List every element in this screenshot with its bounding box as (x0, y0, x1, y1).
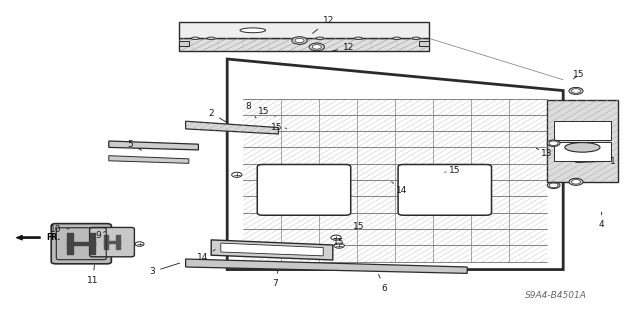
Polygon shape (179, 38, 429, 51)
Polygon shape (554, 142, 611, 161)
FancyBboxPatch shape (257, 165, 351, 215)
Text: 12: 12 (312, 16, 334, 33)
Circle shape (331, 235, 341, 240)
Ellipse shape (564, 143, 600, 152)
Text: 5: 5 (127, 140, 141, 150)
Ellipse shape (191, 37, 199, 40)
Circle shape (572, 89, 580, 93)
Circle shape (232, 172, 242, 177)
Text: 11: 11 (87, 265, 99, 285)
Polygon shape (179, 22, 429, 38)
Ellipse shape (355, 37, 362, 40)
Circle shape (549, 183, 558, 188)
Text: 6: 6 (379, 274, 387, 293)
Polygon shape (179, 41, 189, 46)
Polygon shape (547, 100, 618, 182)
Polygon shape (554, 121, 611, 140)
Ellipse shape (207, 37, 215, 40)
Circle shape (292, 37, 307, 44)
Polygon shape (419, 41, 429, 46)
Circle shape (334, 243, 344, 248)
Polygon shape (109, 156, 189, 163)
Polygon shape (221, 243, 323, 256)
Text: 8: 8 (246, 102, 256, 118)
Text: 15: 15 (333, 238, 345, 247)
Circle shape (572, 180, 580, 184)
Circle shape (295, 38, 304, 43)
Polygon shape (109, 141, 198, 150)
Circle shape (547, 182, 560, 189)
Text: 13: 13 (536, 148, 553, 158)
Text: 12: 12 (332, 43, 355, 52)
Text: 14: 14 (392, 182, 408, 195)
Polygon shape (186, 121, 278, 134)
Text: 15: 15 (353, 222, 364, 231)
FancyBboxPatch shape (51, 224, 111, 264)
FancyBboxPatch shape (90, 227, 134, 257)
Text: 15: 15 (445, 166, 460, 175)
Ellipse shape (240, 28, 266, 33)
Text: 14: 14 (196, 250, 215, 262)
Polygon shape (16, 235, 40, 240)
Text: 15: 15 (258, 107, 275, 116)
Text: 2: 2 (209, 109, 228, 123)
Text: 7: 7 (273, 271, 278, 288)
Text: S9A4-B4501A: S9A4-B4501A (525, 291, 587, 300)
Ellipse shape (412, 37, 420, 40)
Polygon shape (211, 240, 333, 260)
Text: FR.: FR. (47, 233, 61, 242)
Text: 15: 15 (573, 70, 585, 79)
Text: 10: 10 (50, 225, 69, 234)
Text: 9: 9 (95, 231, 106, 240)
Text: 15: 15 (271, 123, 287, 132)
Circle shape (135, 242, 144, 246)
Ellipse shape (393, 37, 401, 40)
Polygon shape (186, 259, 467, 273)
Text: 3: 3 (150, 263, 180, 276)
Circle shape (312, 45, 321, 49)
Circle shape (549, 141, 558, 145)
Circle shape (569, 87, 583, 94)
Circle shape (547, 140, 560, 146)
Circle shape (569, 178, 583, 185)
FancyBboxPatch shape (398, 165, 492, 215)
Text: 4: 4 (599, 212, 604, 229)
Circle shape (309, 43, 324, 51)
Ellipse shape (316, 37, 324, 40)
Text: 1: 1 (575, 157, 616, 166)
